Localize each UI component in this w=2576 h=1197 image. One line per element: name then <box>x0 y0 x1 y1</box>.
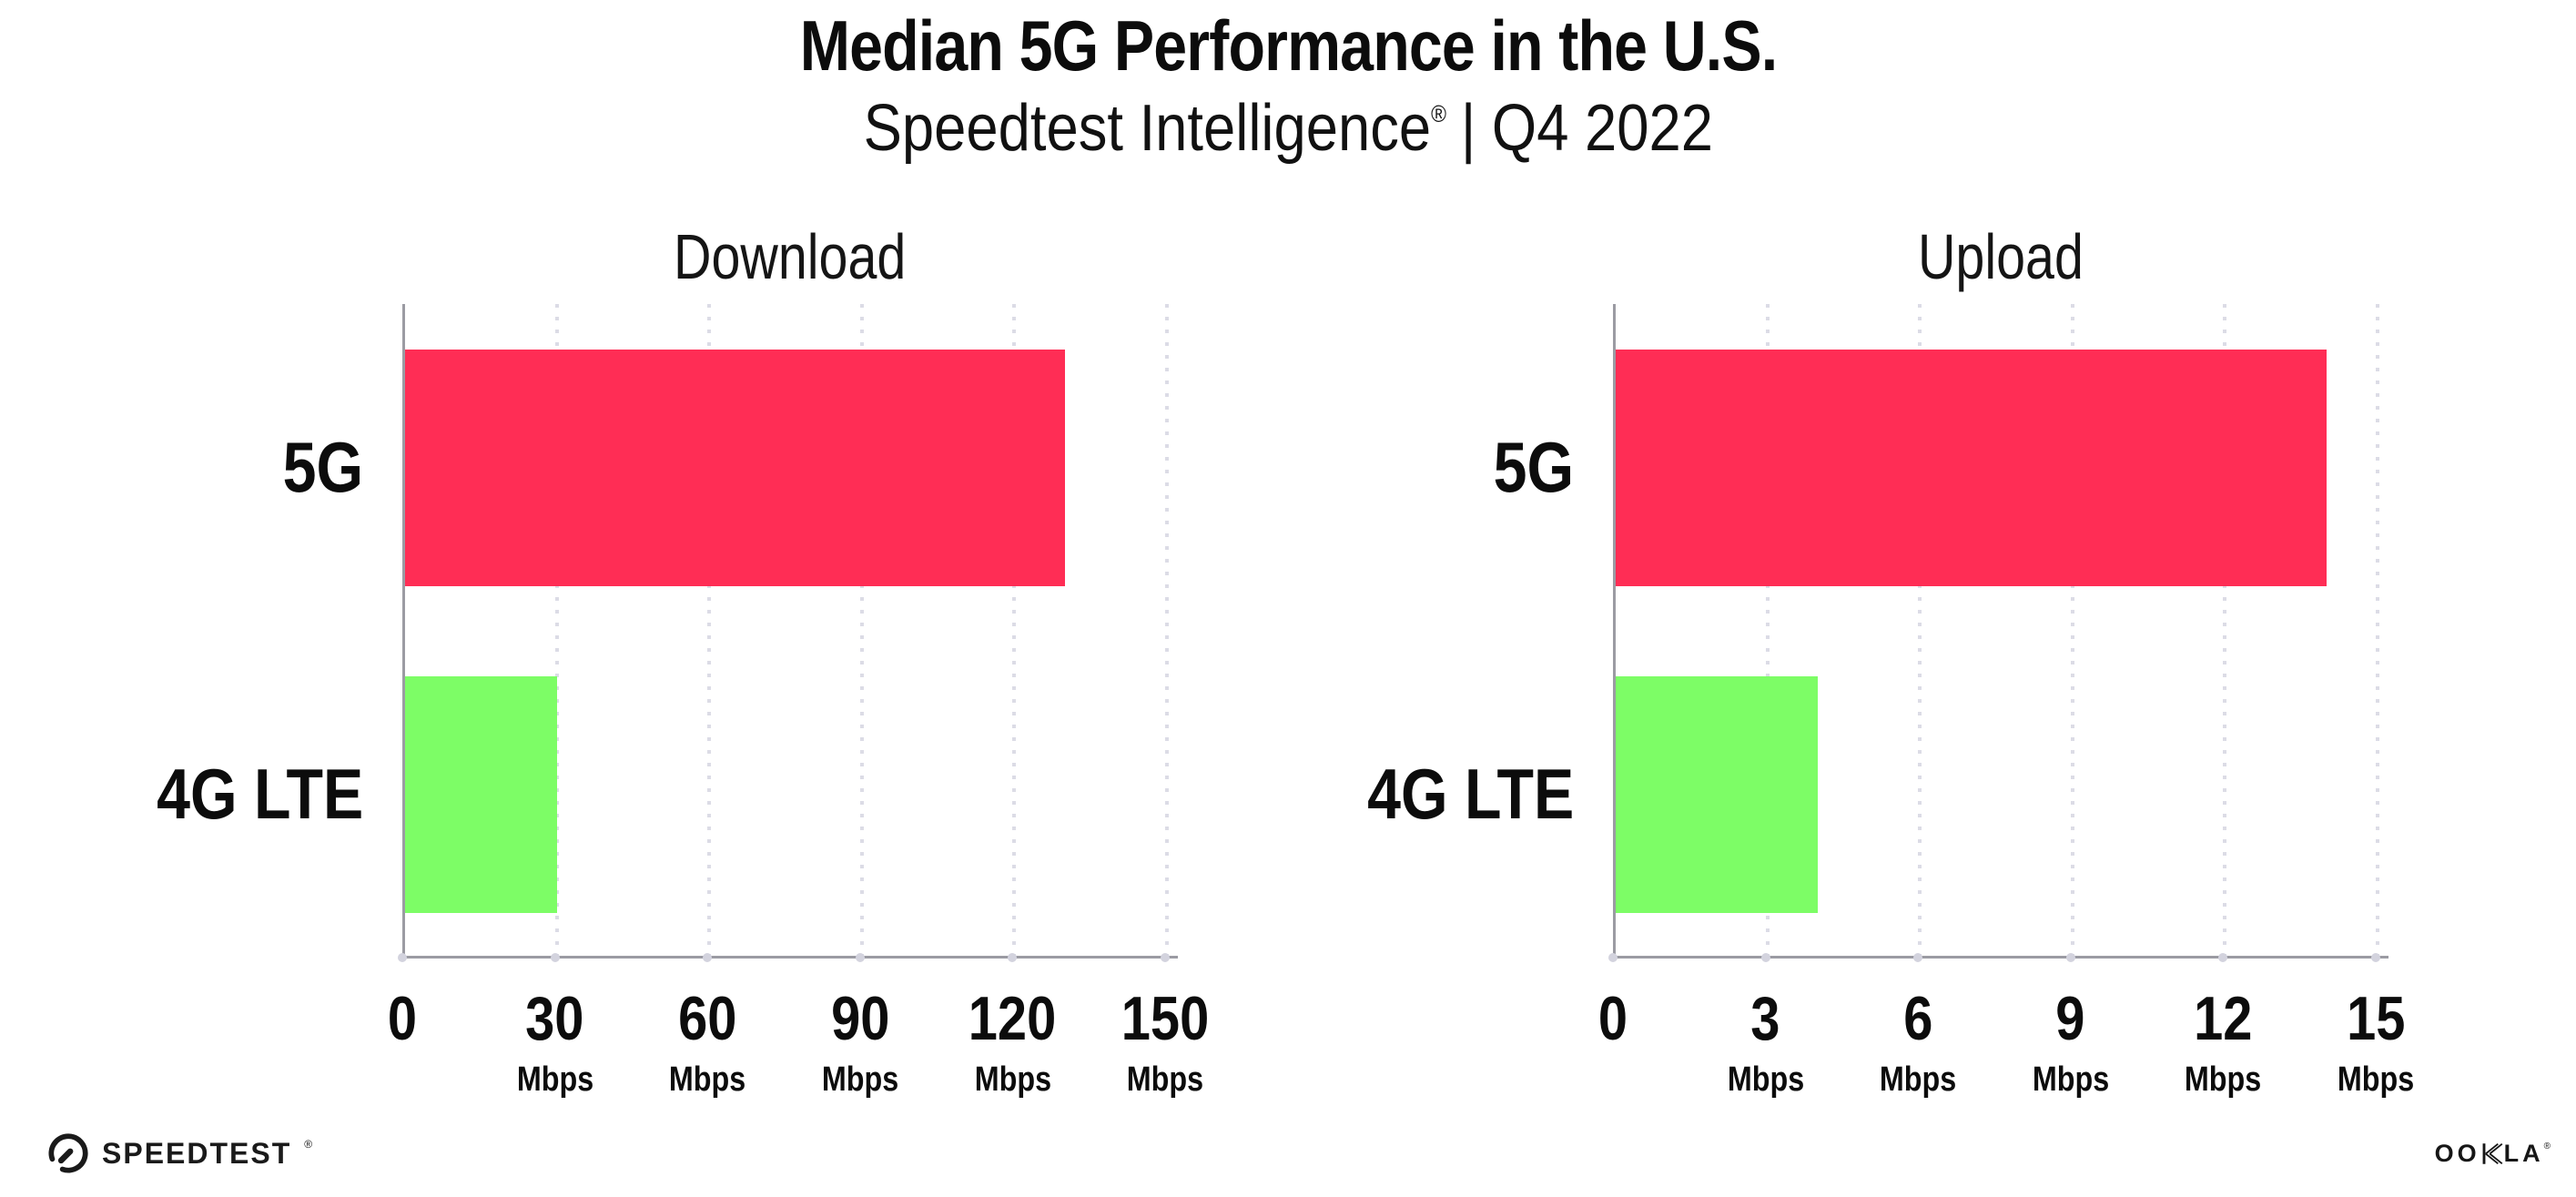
x-tick-label: 12 Mbps <box>2178 988 2268 1097</box>
gridline <box>2223 304 2227 958</box>
category-label-4g-lte: 4G LTE <box>156 754 363 834</box>
upload-chart-title: Upload <box>1918 221 2084 292</box>
category-label-4g-lte: 4G LTE <box>1366 754 1574 834</box>
x-tick-label: 9 Mbps <box>2025 988 2115 1097</box>
x-axis <box>1613 956 2388 959</box>
axis-tick-dot <box>2218 953 2228 962</box>
x-tick-label: 3 Mbps <box>1720 988 1810 1097</box>
axis-tick-dot <box>855 953 865 962</box>
y-axis <box>1613 304 1616 958</box>
x-tick-unit: Mbps <box>974 1060 1051 1099</box>
x-tick-unit: Mbps <box>2032 1060 2109 1099</box>
page-title: Median 5G Performance in the U.S. <box>799 5 1777 86</box>
axis-tick-dot <box>398 953 407 962</box>
registered-mark-icon: ® <box>1430 100 1446 127</box>
x-tick-unit: Mbps <box>1727 1060 1804 1099</box>
gridline <box>859 304 864 958</box>
ookla-registered-mark-icon: ® <box>2543 1141 2551 1151</box>
gridline <box>1765 304 1770 958</box>
x-tick-label: 30 Mbps <box>510 988 600 1097</box>
axis-tick-dot <box>1760 953 1770 962</box>
x-tick-label: 120 Mbps <box>961 988 1064 1097</box>
y-axis <box>402 304 405 958</box>
axis-tick-dot <box>1608 953 1618 962</box>
speedtest-gauge-icon <box>48 1133 88 1173</box>
x-tick-value: 0 <box>387 984 418 1053</box>
axis-tick-dot <box>1913 953 1923 962</box>
axis-tick-dot <box>550 953 560 962</box>
x-tick-unit: Mbps <box>2185 1060 2262 1099</box>
upload-x-tick-labels: 0 3 Mbps 6 Mbps 9 Mbps 12 Mbps 15 Mbps <box>1598 988 2414 1133</box>
download-plot-area <box>398 304 1178 962</box>
x-tick-unit: Mbps <box>1126 1060 1204 1099</box>
upload-plot-area <box>1608 304 2388 962</box>
gridline <box>2070 304 2074 958</box>
x-tick-unit: Mbps <box>821 1060 898 1099</box>
x-tick-value: 3 <box>1750 984 1780 1053</box>
ookla-stylized-k-icon <box>2482 1142 2502 1165</box>
download-x-tick-labels: 0 30 Mbps 60 Mbps 90 Mbps 120 Mbps 150 Mbps <box>388 988 1209 1133</box>
x-tick-value: 6 <box>1903 984 1933 1053</box>
x-tick-value: 0 <box>1597 984 1628 1053</box>
x-tick-label: 0 <box>1596 988 1630 1050</box>
x-tick-value: 30 <box>525 984 584 1053</box>
gridline <box>1012 304 1017 958</box>
page-subtitle: Speedtest Intelligence® | Q4 2022 <box>0 89 2576 167</box>
upload-chart: Upload 5G 4G LTE 0 3 Mbps 6 Mbps 9 Mbps 12 Mbps 15… <box>1366 218 2414 1156</box>
axis-tick-dot <box>1008 953 1018 962</box>
x-tick-value: 15 <box>2346 984 2406 1053</box>
x-tick-unit: Mbps <box>1880 1060 1957 1099</box>
x-tick-label: 150 Mbps <box>1113 988 1216 1097</box>
ookla-wordmark-right: LA <box>2503 1140 2544 1167</box>
axis-tick-dot <box>703 953 713 962</box>
x-tick-value: 9 <box>2055 984 2085 1053</box>
upload-category-labels: 5G 4G LTE <box>1366 304 1590 958</box>
gridline <box>2376 304 2379 958</box>
x-tick-unit: Mbps <box>669 1060 746 1099</box>
x-tick-label: 90 Mbps <box>815 988 905 1097</box>
bar-5g <box>404 349 1066 586</box>
subtitle-brand: Speedtest Intelligence <box>863 92 1431 165</box>
axis-tick-dot <box>2371 953 2380 962</box>
x-tick-label: 0 <box>385 988 420 1050</box>
bar-4g-lte <box>404 675 557 913</box>
bar-5g <box>1615 349 2328 586</box>
x-axis <box>402 956 1178 959</box>
x-tick-value: 12 <box>2194 984 2253 1053</box>
x-tick-value: 60 <box>678 984 737 1053</box>
x-tick-unit: Mbps <box>516 1060 593 1099</box>
gridline <box>1165 304 1169 958</box>
x-tick-label: 6 Mbps <box>1873 988 1963 1097</box>
subtitle-period: | Q4 2022 <box>1460 92 1713 165</box>
speedtest-registered-mark-icon: ® <box>304 1138 313 1151</box>
speedtest-wordmark: SPEEDTEST <box>102 1137 292 1170</box>
speedtest-logo: SPEEDTEST ® <box>47 1132 312 1174</box>
ookla-logo: OO LA ® <box>2435 1141 2551 1166</box>
gridline <box>1918 304 1922 958</box>
bar-4g-lte <box>1615 675 1819 913</box>
download-category-labels: 5G 4G LTE <box>156 304 380 958</box>
x-tick-value: 90 <box>830 984 889 1053</box>
x-tick-label: 60 Mbps <box>663 988 753 1097</box>
x-tick-label: 15 Mbps <box>2330 988 2420 1097</box>
ookla-wordmark-left: OO <box>2434 1140 2480 1167</box>
category-label-5g: 5G <box>1493 427 1574 507</box>
download-chart-title: Download <box>674 221 907 292</box>
axis-tick-dot <box>2065 953 2075 962</box>
x-tick-unit: Mbps <box>2337 1060 2415 1099</box>
category-label-5g: 5G <box>282 427 363 507</box>
x-tick-value: 150 <box>1121 984 1210 1053</box>
axis-tick-dot <box>1161 953 1170 962</box>
gridline <box>707 304 712 958</box>
download-chart: Download 5G 4G LTE 0 30 Mbps 60 Mbps 90 Mbps 120… <box>156 218 1209 1156</box>
x-tick-value: 120 <box>969 984 1057 1053</box>
gridline <box>554 304 559 958</box>
